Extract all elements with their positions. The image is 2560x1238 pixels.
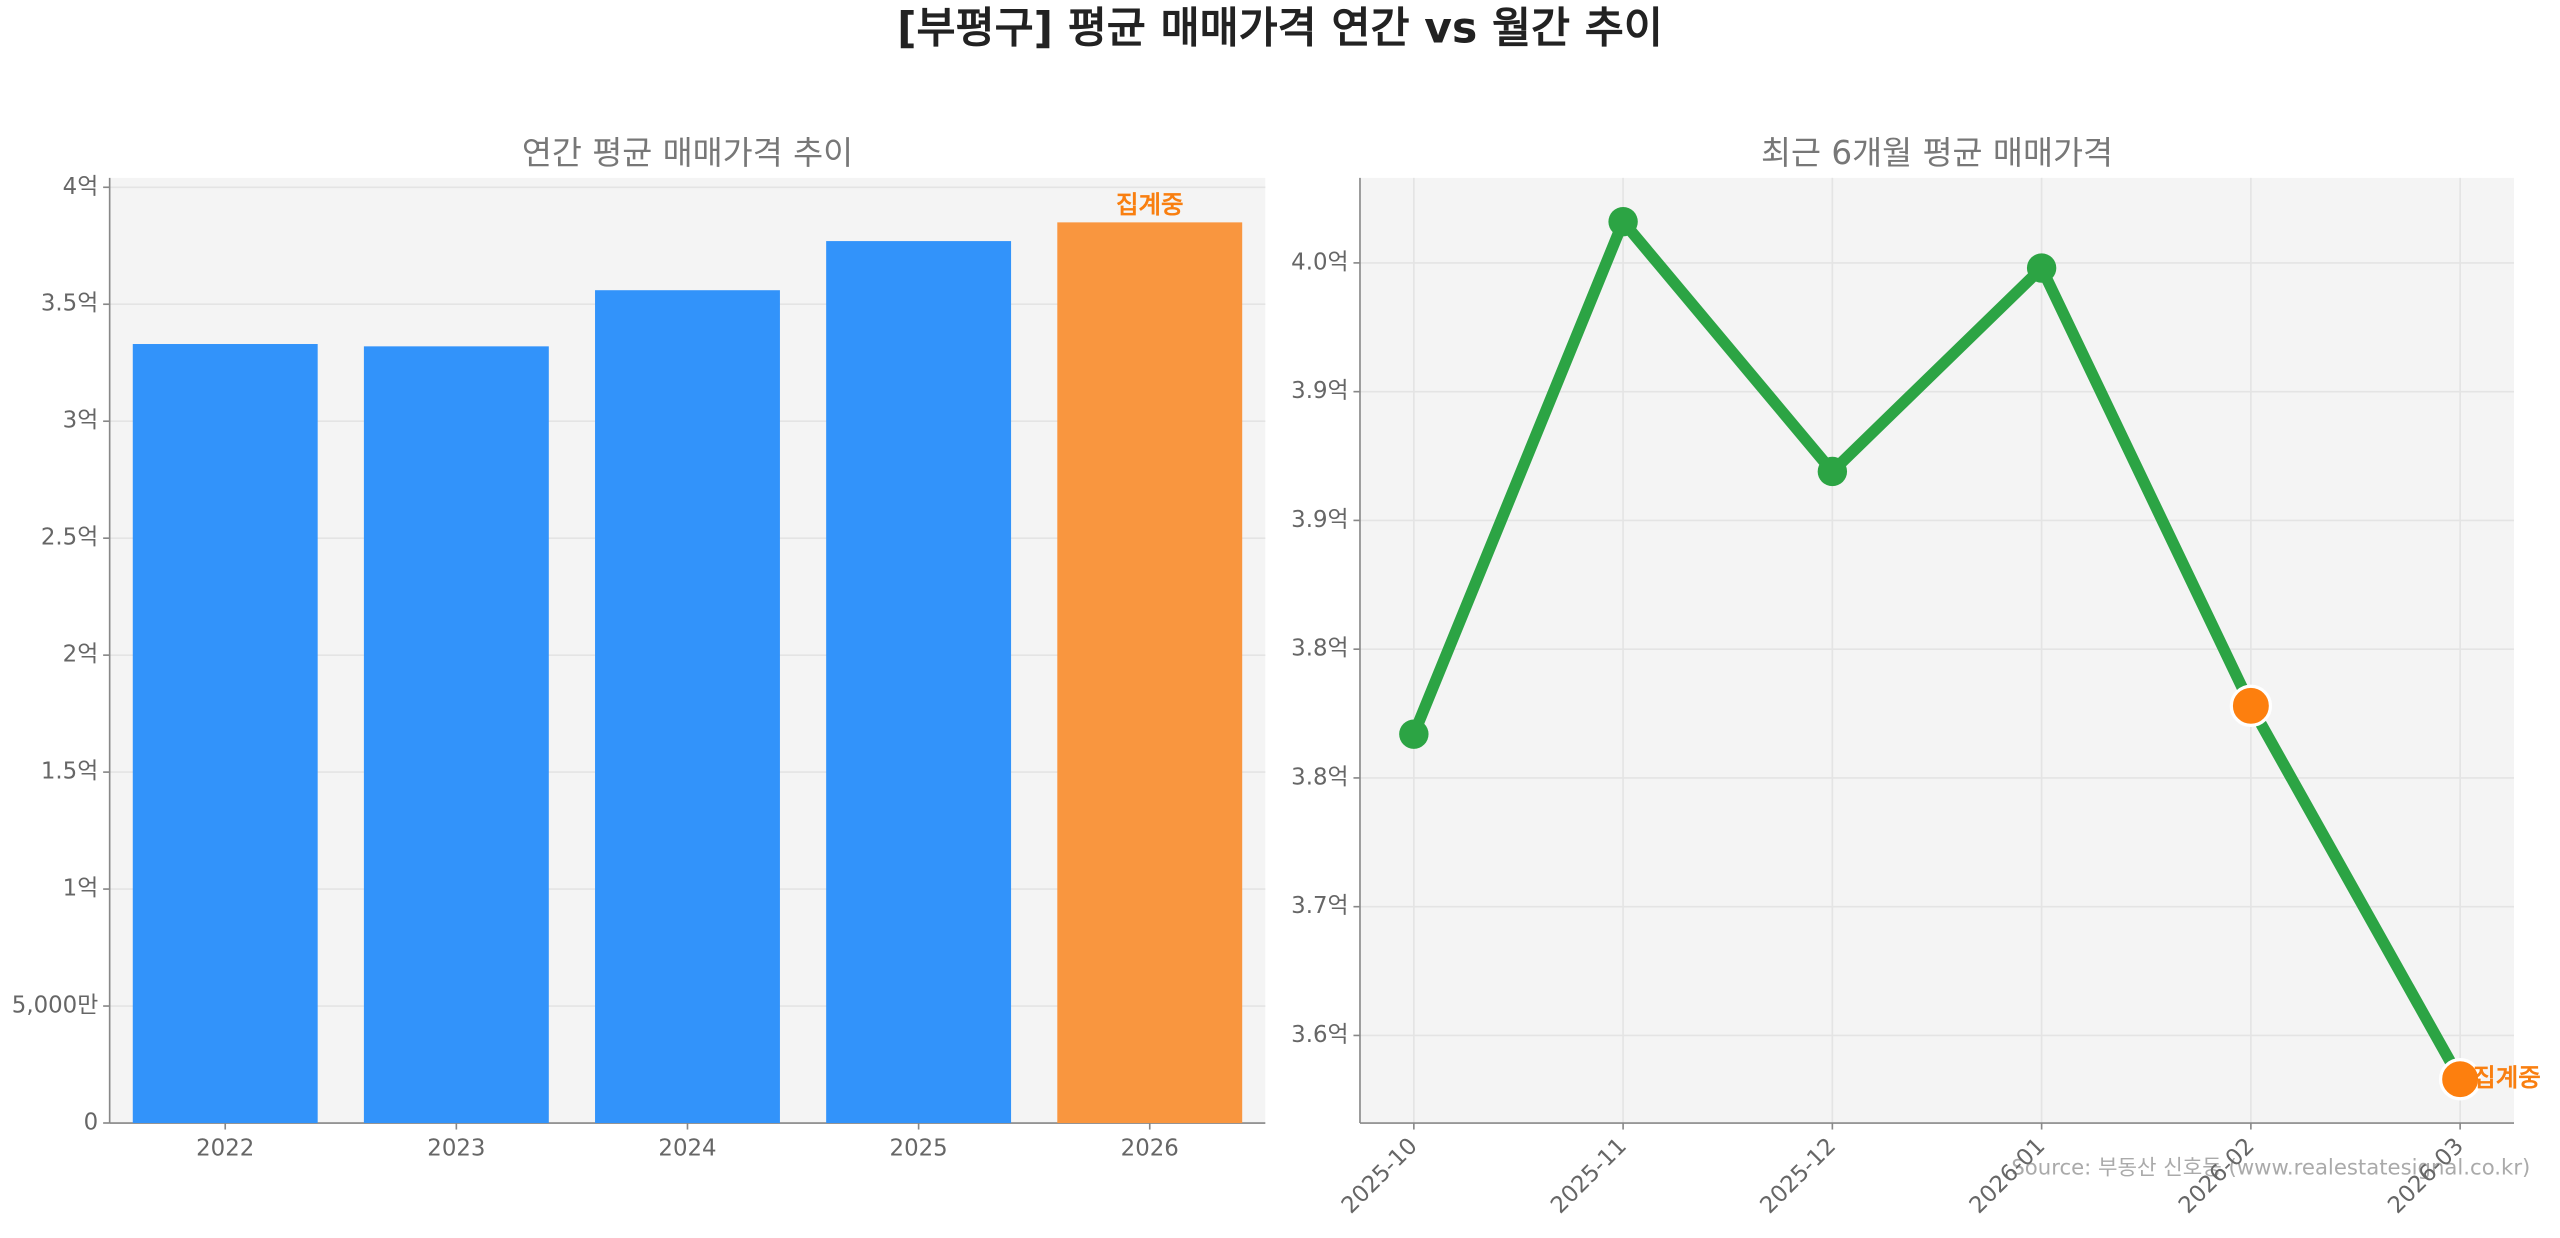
x-tick-label: 2023 [427,1136,485,1162]
y-tick-label: 1억 [63,876,99,902]
annotation: 집계중 [1116,190,1184,219]
x-tick-label: 2024 [658,1136,716,1162]
x-tick-label: 2025-11 [1546,1133,1632,1219]
y-tick-label: 3.6억 [1291,1022,1348,1048]
y-tick-label: 3.8억 [1291,636,1348,662]
point [2438,1058,2482,1101]
y-tick-label: 3억 [63,408,99,434]
source: Source: 부동산 신호등 (www.realestatesignal.co… [2011,1156,2530,1181]
x-tick-label: 2022 [196,1136,254,1162]
x-tick-label: 2025 [890,1136,948,1162]
y-tick-label: 2.5억 [41,525,98,551]
line [1408,215,2466,1083]
x-tick-label: 2026 [1121,1136,1179,1162]
point [1399,719,1429,749]
bar [363,346,549,1124]
bar [132,344,318,1124]
y-tick-label: 3.9억 [1291,507,1348,533]
y-tick-label: 0 [84,1110,99,1136]
y-tick-label: 2억 [63,642,99,668]
y-tick-label: 4.0억 [1291,249,1348,275]
plot-area [1359,177,2514,1124]
y-tick-label: 5,000만 [12,993,98,1019]
point [2026,253,2057,283]
bar [826,241,1012,1124]
x-tick-label: 2025-10 [1337,1133,1423,1219]
y-tick-label: 3.8억 [1291,764,1348,790]
point [1817,456,1848,487]
figure-title: [부평구] 평균 매매가격 연간 vs 월간 추이 [897,5,1663,54]
y-tick-label: 3.5억 [41,291,98,317]
y-tick-label: 3.9억 [1291,378,1348,404]
x-tick-label: 2025-12 [1755,1133,1841,1219]
y-tick-label: 1.5억 [41,759,98,785]
y-tick-label: 4억 [63,174,99,200]
bar [595,290,780,1124]
y-tick-label: 3.7억 [1291,893,1348,919]
point [1608,207,1638,237]
subplot-title: 연간 평균 매매가격 추이 [522,134,853,172]
point [2229,684,2273,728]
subplot-title: 최근 6개월 평균 매매가격 [1761,134,2113,172]
bar [1057,222,1243,1124]
annotation: 집계중 [2473,1063,2541,1092]
